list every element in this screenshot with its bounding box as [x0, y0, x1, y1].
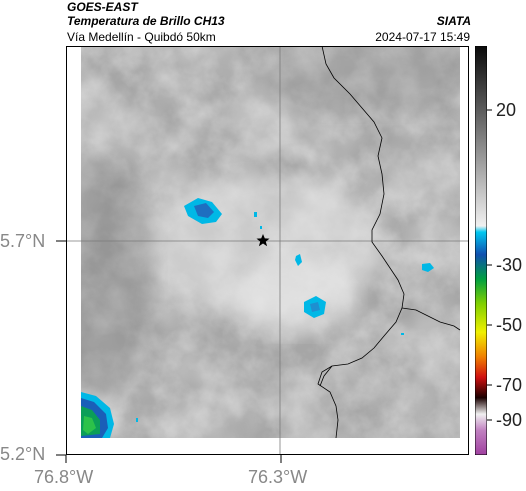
cold-cloud-cell-2 [304, 296, 326, 318]
dark-cloud-region-top [256, 46, 469, 116]
no-data-strip-left [66, 46, 81, 455]
cold-cloud-speck-3 [136, 418, 138, 422]
region-subtitle: Vía Medellín - Quibdó 50km [67, 30, 216, 44]
cold-cloud-speck-4 [401, 333, 404, 335]
product-title: Temperatura de Brillo CH13 [67, 14, 225, 28]
colorbar-label-minus70: -70 [496, 375, 523, 395]
location-star-marker [256, 234, 270, 247]
colorbar-label-minus50: -50 [496, 315, 523, 335]
x-tick-76-8W: 76.8°W [34, 467, 94, 487]
map-frame [66, 46, 469, 455]
x-tick-mark-1 [65, 455, 67, 463]
cold-cloud-speck-1 [254, 212, 257, 217]
colorbar-ticks [487, 109, 492, 421]
y-tick-mark-2 [56, 454, 66, 456]
no-data-strip-right [460, 46, 469, 455]
agency-name: SIATA [436, 14, 471, 28]
bright-cloud-region-2 [236, 256, 356, 336]
cold-cloud-cell-3 [295, 254, 302, 266]
temperature-colorbar [475, 46, 487, 455]
x-tick-mark-2 [280, 455, 282, 463]
satellite-name: GOES-EAST [67, 0, 138, 14]
cold-cloud-cell-4 [422, 263, 434, 272]
cold-cloud-cell-1 [184, 198, 222, 224]
no-data-strip-bottom [66, 438, 469, 455]
timestamp: 2024-07-17 15:49 [375, 30, 470, 44]
deep-convection-cell [81, 392, 114, 438]
y-tick-mark-1 [56, 240, 66, 242]
colorbar-label-20: 20 [496, 100, 517, 120]
colorbar-label-minus30: -30 [496, 255, 523, 275]
department-border [317, 46, 405, 439]
dark-cloud-region-left [66, 156, 156, 396]
y-tick-5-7N: 5.7°N [0, 231, 46, 251]
x-tick-76-3W: 76.3°W [248, 467, 308, 487]
municipal-border-1 [401, 307, 461, 331]
cold-cloud-speck-2 [260, 226, 262, 229]
satellite-map [66, 46, 469, 455]
y-tick-5-2N: 5.2°N [0, 444, 46, 464]
colorbar-label-minus90: -90 [496, 410, 523, 430]
colorbar-gradient [475, 46, 487, 455]
municipal-border-2 [319, 365, 333, 387]
